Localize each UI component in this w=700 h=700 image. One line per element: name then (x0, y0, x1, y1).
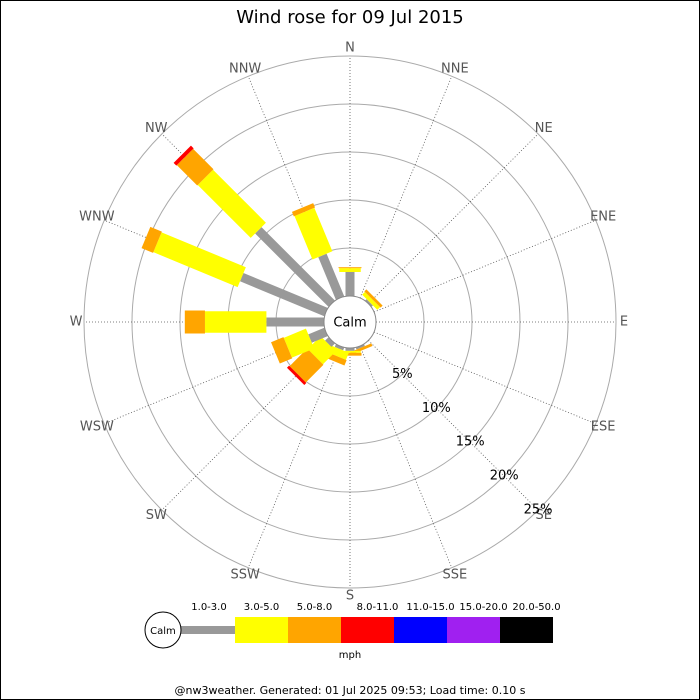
direction-bar (184, 310, 324, 334)
legend-swatch (235, 617, 288, 643)
bar-segment (355, 344, 365, 350)
direction-label: E (620, 315, 628, 330)
ring-label: 20% (490, 469, 519, 484)
ring-label: 25% (524, 503, 553, 518)
legend-label: 5.0-8.0 (297, 602, 332, 613)
legend-swatch (447, 617, 500, 643)
bar-segment (271, 337, 293, 364)
spoke (368, 133, 539, 304)
bar-segment (345, 348, 355, 351)
legend-label: 20.0-50.0 (512, 602, 560, 613)
spoke (373, 219, 596, 313)
direction-label: S (346, 589, 354, 604)
direction-label: NNW (229, 61, 261, 76)
spoke (359, 345, 453, 568)
legend-swatch (394, 617, 447, 643)
ring-label: 10% (422, 401, 451, 416)
direction-label: NW (145, 121, 168, 136)
direction-bar (271, 327, 328, 364)
legend-label: 8.0-11.0 (357, 602, 399, 613)
footer: @nw3weather. Generated: 01 Jul 2025 09:5… (175, 684, 526, 697)
direction-bar (173, 145, 335, 307)
bar-segment (173, 145, 194, 166)
bar-segment (364, 289, 383, 308)
direction-label: NE (535, 121, 553, 136)
direction-label: ENE (590, 210, 616, 225)
bar-segment (184, 310, 205, 334)
bar-segment (308, 327, 328, 343)
legend-swatch (500, 617, 553, 643)
legend-calm-label: Calm (150, 626, 176, 637)
bar-segment (325, 337, 335, 347)
direction-bar (141, 226, 328, 317)
bar-segment (141, 226, 162, 253)
legend-swatch (341, 617, 394, 643)
bar-segment (176, 148, 214, 186)
bar-segment (239, 272, 328, 317)
bar-segment (339, 350, 361, 353)
direction-label: ESE (591, 419, 616, 434)
spoke (373, 331, 596, 425)
bar-segment (266, 317, 324, 327)
ring (83, 55, 617, 589)
bar-segment (294, 207, 333, 260)
direction-label: W (70, 315, 83, 330)
bar-segment (318, 253, 345, 300)
bar-segment (291, 203, 316, 217)
bar-segment (365, 299, 373, 307)
bar-segment (255, 227, 335, 307)
direction-label: WNW (79, 210, 115, 225)
direction-label: SW (146, 508, 167, 523)
direction-bar (338, 267, 362, 296)
spoke (359, 76, 453, 299)
direction-bar (338, 348, 362, 356)
legend-calm (144, 611, 182, 649)
bar-segment (289, 348, 324, 383)
legend-title: mph (339, 650, 361, 661)
calm-label: Calm (333, 316, 366, 331)
legend-label: 1.0-3.0 (191, 602, 226, 613)
direction-label: SE (536, 508, 552, 523)
bar-segment (286, 365, 307, 386)
legend-swatch (288, 617, 341, 643)
direction-bar (286, 336, 336, 386)
spoke (368, 340, 539, 511)
bar-segment (204, 311, 267, 333)
bar-segment (153, 232, 246, 288)
bar-segment (338, 352, 362, 356)
ring-label: 5% (392, 367, 413, 382)
calm-circle (323, 295, 377, 349)
bar-segment (345, 272, 355, 296)
direction-label: SSE (442, 568, 467, 583)
bar-segment (283, 328, 315, 358)
bar-segment (334, 344, 345, 351)
direction-bar (362, 289, 383, 310)
spoke (247, 345, 341, 568)
bar-segment (338, 267, 362, 269)
legend-label: 11.0-15.0 (406, 602, 454, 613)
legend-label: 15.0-20.0 (459, 602, 507, 613)
legend-label: 3.0-5.0 (244, 602, 279, 613)
bar-segment (339, 268, 361, 272)
direction-bar (291, 203, 345, 300)
chart-title: Wind rose for 09 Jul 2015 (236, 7, 464, 28)
bar-segment (307, 336, 336, 365)
ring-label: 15% (456, 435, 485, 450)
bar-segment (362, 291, 381, 310)
direction-label: WSW (80, 419, 114, 434)
direction-label: N (345, 41, 355, 56)
bar-segment (197, 169, 266, 238)
direction-label: SSW (230, 568, 260, 583)
direction-label: NNE (441, 61, 469, 76)
